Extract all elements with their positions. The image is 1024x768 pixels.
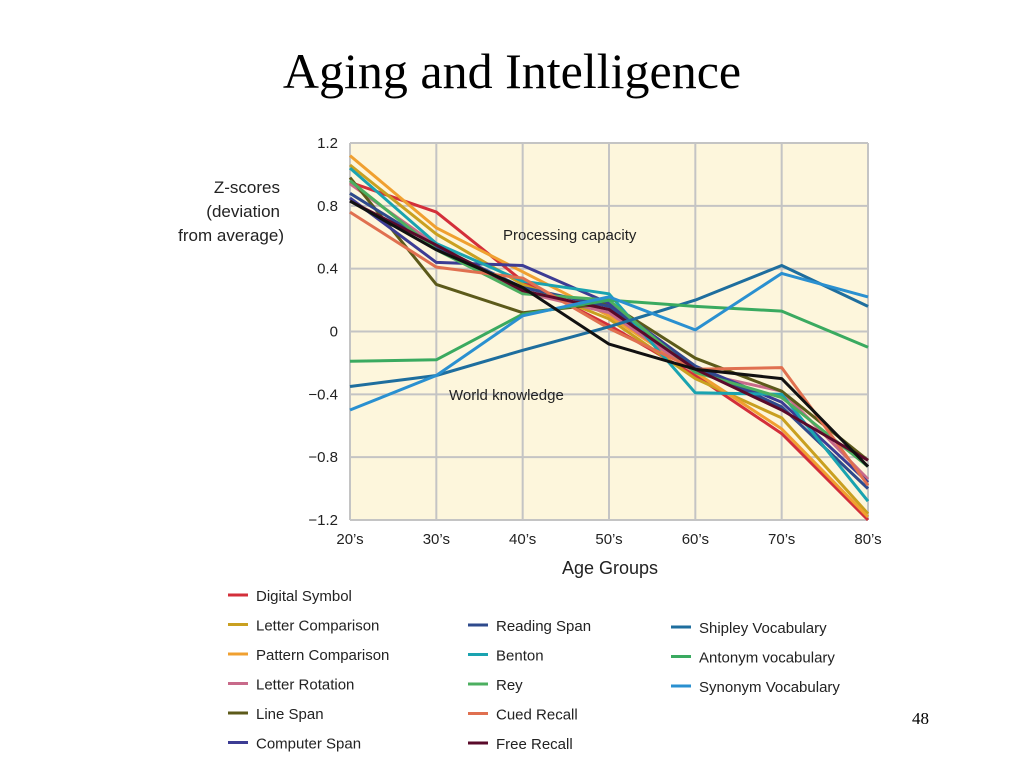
x-tick-label: 50’s bbox=[595, 531, 622, 548]
y-tick-label: −1.2 bbox=[308, 512, 338, 529]
series-line-synonym-vocabulary bbox=[349, 271, 869, 412]
x-axis-label: Age Groups bbox=[562, 558, 658, 578]
y-axis-label-line-1: Z-scores bbox=[214, 178, 280, 197]
x-tick-labels: 20’s 30’s 40’s 50’s 60’s 70’s 80’s bbox=[336, 531, 881, 548]
legend-label-rey: Rey bbox=[496, 677, 523, 694]
legend-label-shipley-vocabulary: Shipley Vocabulary bbox=[699, 620, 827, 637]
legend-label-pattern-comparison: Pattern Comparison bbox=[256, 647, 389, 664]
y-tick-labels: 1.2 0.8 0.4 0 −0.4 −0.8 −1.2 bbox=[308, 135, 338, 529]
y-axis-label-line-3: from average) bbox=[178, 226, 284, 245]
x-tick-label: 20’s bbox=[336, 531, 363, 548]
series-line-cued-recall bbox=[349, 210, 870, 487]
legend-label-letter-rotation: Letter Rotation bbox=[256, 677, 354, 694]
legend: Digital Symbol Letter Comparison Pattern C… bbox=[228, 588, 840, 753]
y-tick-label: 1.2 bbox=[317, 135, 338, 152]
annotation-world-knowledge: World knowledge bbox=[449, 387, 564, 404]
y-tick-label: −0.4 bbox=[308, 386, 338, 403]
legend-label-digital-symbol: Digital Symbol bbox=[256, 588, 352, 605]
y-tick-label: 0.8 bbox=[317, 198, 338, 215]
legend-label-antonym-vocabulary: Antonym vocabulary bbox=[699, 650, 835, 667]
series-line-letter-comparison bbox=[349, 163, 870, 515]
annotation-processing-capacity: Processing capacity bbox=[503, 227, 637, 244]
y-tick-label: −0.8 bbox=[308, 449, 338, 466]
legend-label-letter-comparison: Letter Comparison bbox=[256, 618, 379, 635]
legend-label-cued-recall: Cued Recall bbox=[496, 707, 578, 724]
legend-label-free-recall: Free Recall bbox=[496, 736, 573, 753]
series-line-computer-span bbox=[349, 196, 870, 484]
series-lines bbox=[348, 154, 870, 522]
series-line-free-recall bbox=[349, 199, 869, 462]
series-line-unlabeled-series bbox=[349, 199, 870, 468]
y-tick-label: 0.4 bbox=[317, 261, 338, 278]
x-tick-label: 40’s bbox=[509, 531, 536, 548]
grid-lines bbox=[349, 142, 869, 521]
legend-label-computer-span: Computer Span bbox=[256, 736, 361, 753]
legend-label-reading-span: Reading Span bbox=[496, 618, 591, 635]
series-line-digital-symbol bbox=[349, 180, 870, 522]
series-line-pattern-comparison bbox=[349, 154, 870, 518]
x-tick-label: 70’s bbox=[768, 531, 795, 548]
slide-title: Aging and Intelligence bbox=[282, 43, 742, 99]
slide-number: 48 bbox=[912, 709, 929, 728]
x-tick-label: 80’s bbox=[854, 531, 881, 548]
series-line-antonym-vocabulary bbox=[349, 298, 869, 363]
x-tick-label: 60’s bbox=[682, 531, 709, 548]
legend-label-synonym-vocabulary: Synonym Vocabulary bbox=[699, 679, 840, 696]
legend-label-line-span: Line Span bbox=[256, 706, 324, 723]
y-tick-label: 0 bbox=[330, 324, 338, 341]
legend-label-benton: Benton bbox=[496, 648, 544, 665]
x-tick-label: 30’s bbox=[423, 531, 450, 548]
y-axis-label-line-2: (deviation bbox=[206, 202, 280, 221]
